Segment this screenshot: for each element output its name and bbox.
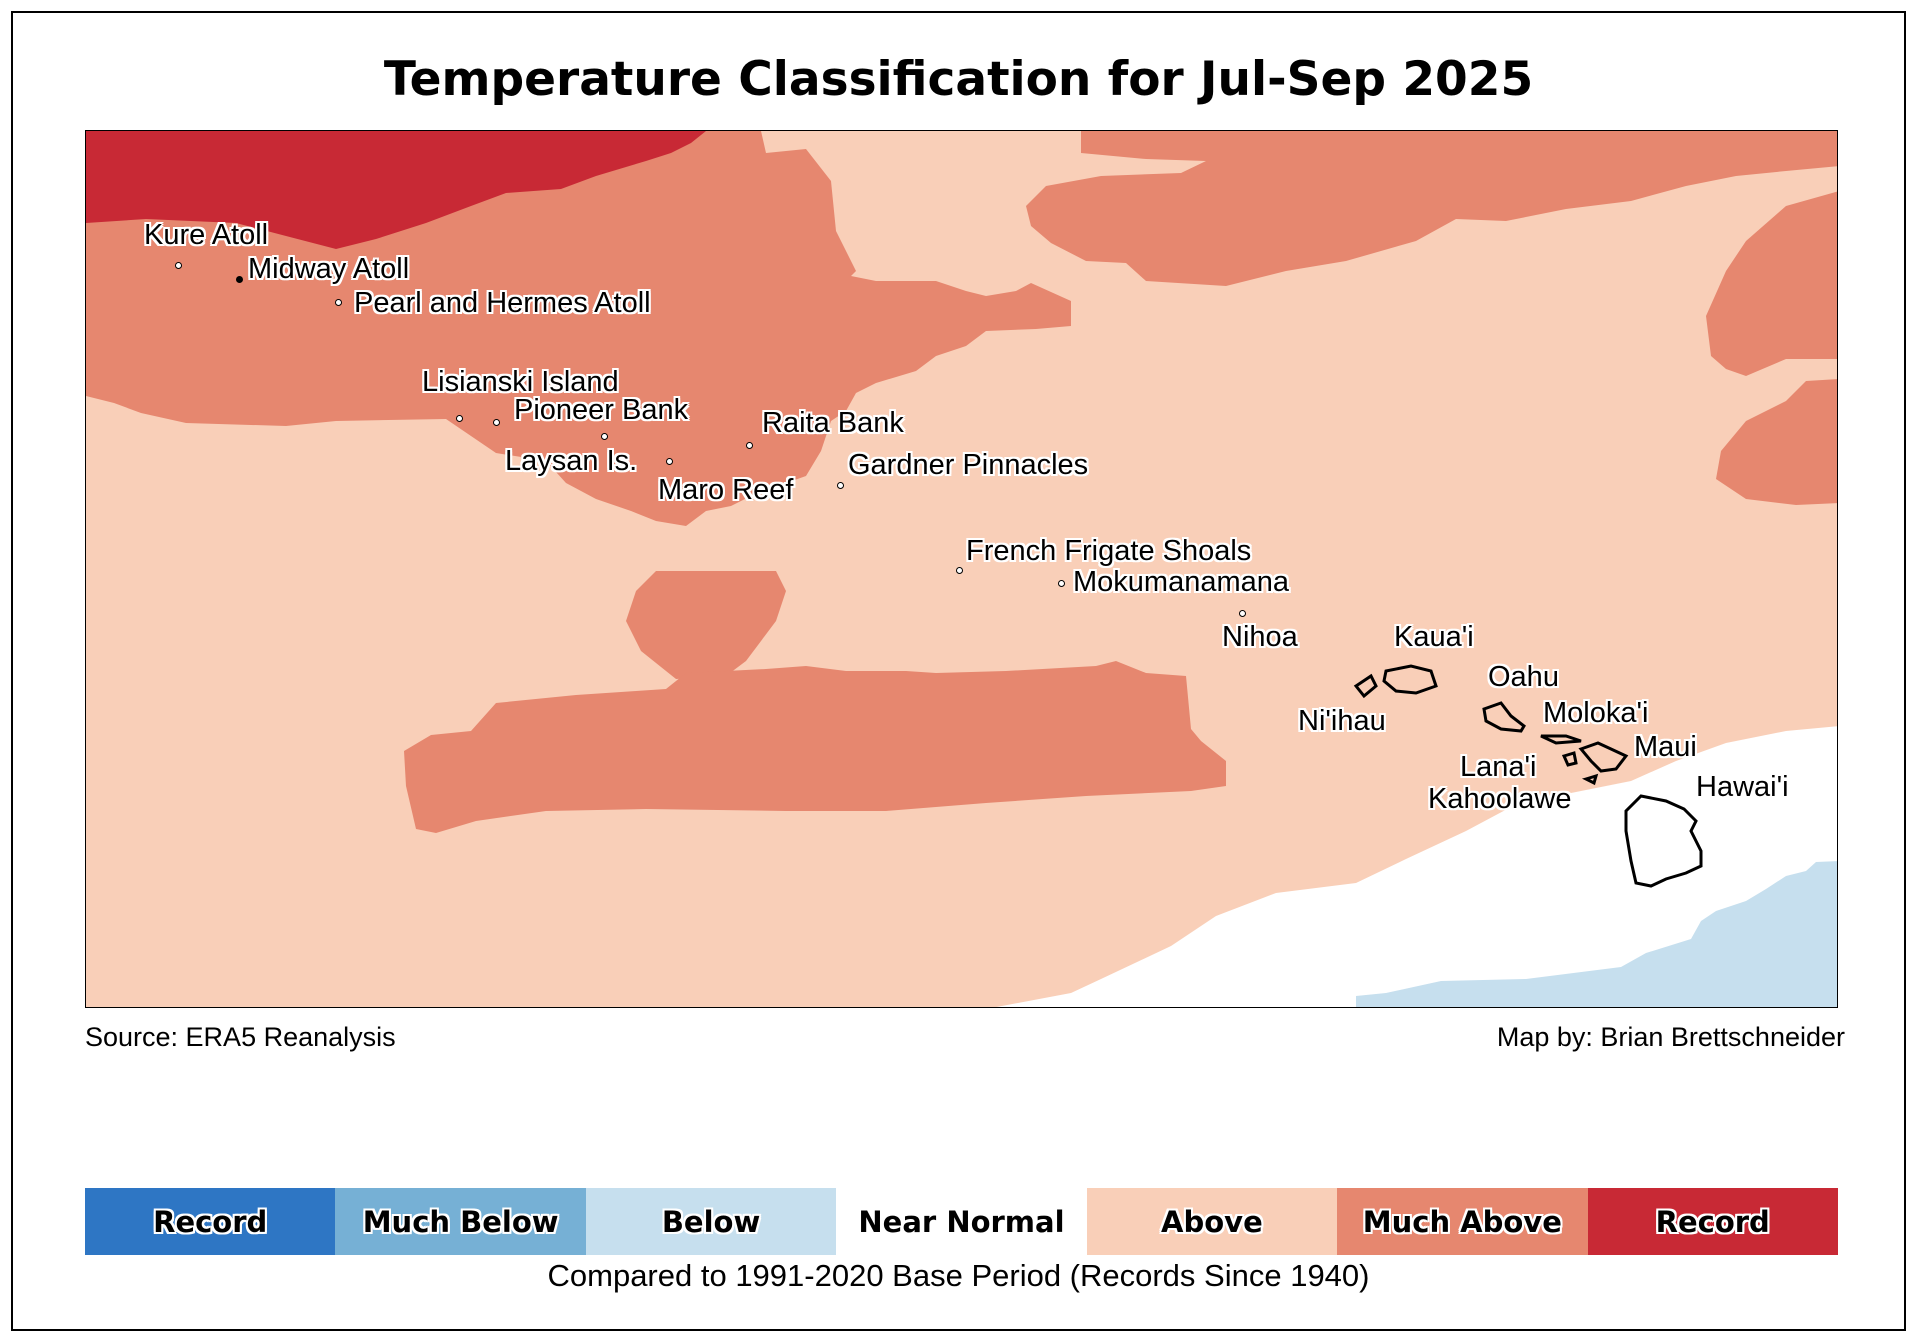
region-near-normal (996, 726, 1837, 1007)
kure-atoll-marker (175, 262, 182, 269)
label-laysan-island: Laysan Is. (505, 445, 638, 477)
label-pioneer-bank: Pioneer Bank (514, 394, 689, 426)
region-much-above-east-upper (1706, 191, 1837, 376)
source-credit: Source: ERA5 Reanalysis (85, 1022, 396, 1052)
region-much-above-east-lower (1716, 379, 1837, 505)
legend-record-below: Record (85, 1188, 336, 1255)
label-midway-atoll: Midway Atoll (248, 253, 410, 285)
pioneer-bank-marker (493, 419, 500, 426)
french-frigate-shoals-marker (956, 567, 963, 574)
temperature-map: Kure Atoll Midway Atoll Pearl and Hermes… (85, 130, 1838, 1008)
label-kahoolawe: Kahoolawe (1428, 783, 1572, 815)
lisianski-island-marker (456, 415, 463, 422)
laysan-island-marker (601, 433, 608, 440)
region-record-above (86, 131, 706, 249)
maui-outline (1578, 741, 1629, 773)
label-oahu: Oahu (1488, 661, 1559, 693)
region-much-above-south (404, 661, 1226, 833)
label-lisianski-island: Lisianski Island (422, 366, 619, 398)
label-gardner-pinnacles: Gardner Pinnacles (848, 449, 1089, 481)
label-pearl-and-hermes-atoll: Pearl and Hermes Atoll (354, 287, 651, 319)
label-hawaii: Hawai'i (1696, 771, 1789, 803)
classification-legend: Record Much Below Below Near Normal Abov… (85, 1188, 1838, 1255)
label-nihoa: Nihoa (1222, 621, 1298, 653)
legend-record-above: Record (1587, 1188, 1838, 1255)
label-mokumanamana: Mokumanamana (1073, 566, 1289, 598)
mokumanamana-marker (1058, 580, 1065, 587)
pearl-and-hermes-atoll-marker (335, 299, 342, 306)
legend-above: Above (1086, 1188, 1338, 1255)
map-title: Temperature Classification for Jul-Sep 2… (383, 52, 1534, 107)
region-much-above-central (626, 571, 786, 679)
legend-below: Below (585, 1188, 837, 1255)
maro-reef-marker (666, 458, 673, 465)
niihau-outline (1353, 673, 1378, 699)
base-period-caption: Compared to 1991-2020 Base Period (Recor… (547, 1258, 1370, 1293)
lanai-outline (1561, 751, 1578, 767)
label-niihau: Ni'ihau (1298, 705, 1386, 737)
legend-much-above: Much Above (1337, 1188, 1588, 1255)
label-kauai: Kaua'i (1394, 621, 1474, 653)
raita-bank-marker (746, 442, 753, 449)
legend-much-below: Much Below (335, 1188, 586, 1255)
legend-near-normal: Near Normal (836, 1188, 1087, 1255)
label-molokai: Moloka'i (1543, 697, 1649, 729)
region-much-above-northeast (1026, 131, 1837, 286)
label-maro-reef: Maro Reef (658, 474, 794, 506)
label-maui: Maui (1634, 731, 1697, 763)
label-lanai: Lana'i (1460, 751, 1537, 783)
label-french-frigate-shoals: French Frigate Shoals (966, 535, 1252, 567)
oahu-outline (1482, 701, 1526, 733)
molokai-outline (1540, 734, 1582, 745)
classification-field (86, 131, 1837, 1007)
region-below (1356, 861, 1837, 1007)
nihoa-marker (1239, 610, 1246, 617)
kauai-outline (1382, 664, 1438, 695)
map-author-credit: Map by: Brian Brettschneider (1496, 1022, 1845, 1052)
figure-frame (11, 11, 1906, 1331)
kahoolawe-outline (1581, 773, 1599, 786)
label-kure-atoll: Kure Atoll (144, 219, 269, 251)
hawaii-outline (1624, 794, 1703, 888)
midway-atoll-marker (236, 276, 243, 283)
label-raita-bank: Raita Bank (762, 407, 904, 439)
gardner-pinnacles-marker (837, 482, 844, 489)
